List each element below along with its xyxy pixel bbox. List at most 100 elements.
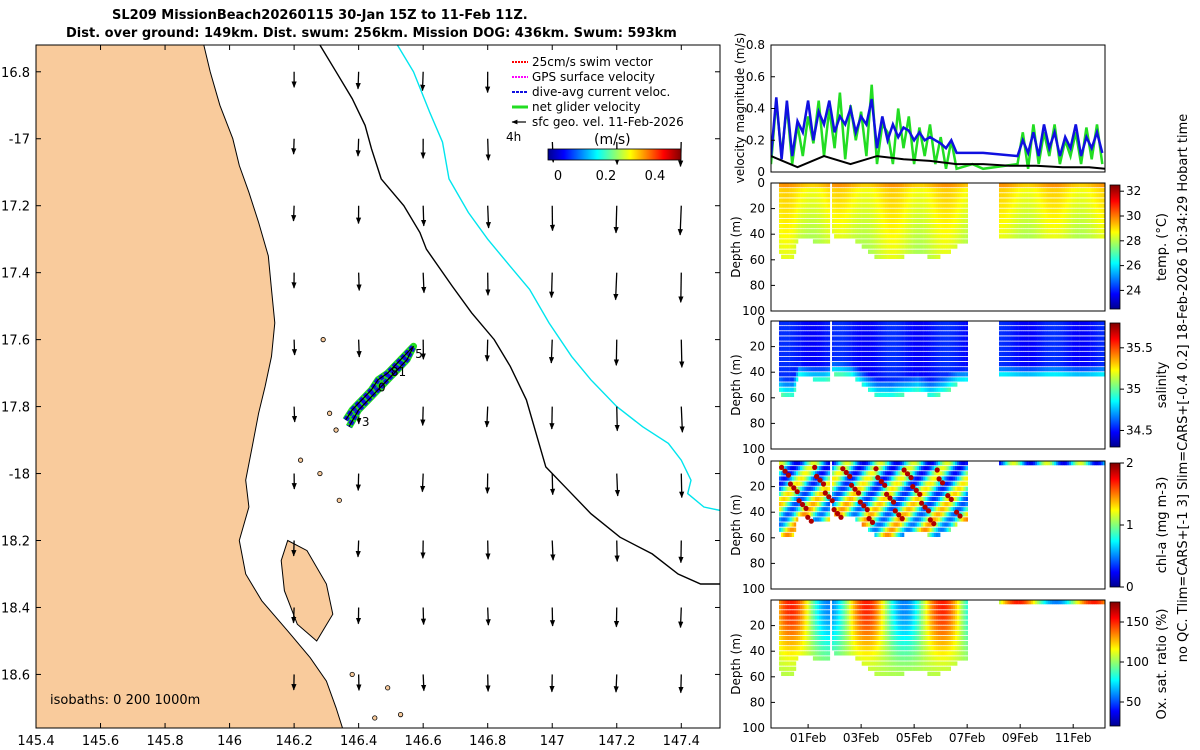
section-cell	[781, 605, 784, 610]
section-cell	[1102, 326, 1105, 331]
section-cell	[1005, 234, 1008, 239]
section-cell	[906, 234, 909, 239]
section-cell	[895, 377, 898, 382]
section-cell	[948, 517, 951, 522]
section-cell	[1062, 331, 1065, 336]
section-cell	[1077, 183, 1080, 188]
section-cell	[895, 346, 898, 351]
section-cell	[933, 471, 937, 476]
section-cell	[904, 486, 907, 491]
section-cell	[785, 656, 788, 661]
section-cell	[965, 218, 968, 224]
section-cell	[1096, 367, 1099, 372]
section-cell	[1024, 224, 1027, 229]
section-cell	[885, 512, 888, 517]
section-cell	[925, 203, 928, 208]
section-cell	[1001, 188, 1004, 193]
mainland	[36, 45, 344, 728]
section-cell	[1024, 188, 1027, 193]
section-cell	[918, 507, 922, 512]
section-cell	[1066, 224, 1070, 229]
section-cell	[1018, 188, 1021, 193]
section-cell	[908, 461, 911, 466]
section-cell	[899, 377, 903, 382]
section-cell	[804, 481, 807, 486]
section-cell	[950, 491, 954, 496]
section-cell	[1088, 213, 1091, 218]
section-cell	[836, 208, 839, 213]
section-cell	[895, 249, 898, 254]
section-cell	[865, 346, 869, 351]
section-cell	[1081, 208, 1085, 213]
section-cell	[885, 476, 888, 481]
section-cell	[878, 491, 881, 496]
section-cell	[791, 491, 795, 496]
section-cell	[887, 229, 890, 234]
velocity-panel: 00.20.40.60.8 velocity magnitude (m/s)	[733, 33, 1106, 183]
section-cell	[1085, 208, 1089, 213]
section-cell	[874, 502, 877, 507]
section-cell	[825, 486, 828, 491]
section-cell	[929, 213, 932, 218]
section-cell	[812, 198, 816, 203]
section-cell	[999, 372, 1002, 377]
section-cell	[851, 213, 854, 218]
section-cell	[1054, 362, 1057, 367]
section-cell	[955, 476, 958, 481]
section-cell	[785, 496, 788, 502]
section-cell	[1062, 218, 1065, 224]
section-cell	[910, 321, 913, 326]
section-cell	[855, 336, 858, 341]
section-cell	[946, 188, 949, 193]
section-cell	[1035, 372, 1038, 377]
section-cell	[1045, 218, 1048, 224]
section-cell	[955, 372, 958, 377]
section-cell	[870, 331, 873, 336]
section-cell	[901, 502, 905, 507]
section-cell	[914, 507, 918, 512]
section-cell	[1037, 234, 1040, 239]
section-cell	[1045, 229, 1048, 234]
section-cell	[891, 218, 894, 224]
section-cell	[965, 239, 968, 244]
section-cell	[838, 496, 841, 502]
section-cell	[885, 466, 888, 471]
section-cell	[781, 234, 784, 239]
velocity-ytick-label: 0.2	[746, 133, 765, 147]
section-cell	[859, 512, 862, 517]
section-cell	[787, 635, 790, 641]
section-cell	[800, 481, 803, 486]
section-cell	[1001, 336, 1004, 341]
section-cell	[923, 213, 926, 218]
section-cell	[946, 229, 949, 234]
section-cell	[848, 198, 852, 203]
section-cell	[1073, 362, 1076, 367]
section-cell	[876, 367, 879, 372]
section-cell	[933, 244, 937, 249]
section-cell	[878, 341, 881, 346]
section-cell	[815, 461, 818, 466]
section-cell	[872, 461, 875, 466]
section-cell	[1003, 372, 1006, 377]
section-cell	[1001, 218, 1004, 224]
section-cell	[851, 218, 854, 224]
section-cell	[836, 183, 839, 188]
section-cell	[1026, 356, 1029, 362]
section-cell	[927, 491, 930, 496]
section-cell	[1013, 229, 1017, 234]
section-cell	[921, 356, 924, 362]
section-cell	[874, 491, 877, 496]
section-cell	[844, 356, 848, 362]
section-cell	[851, 321, 854, 326]
section-cell	[916, 336, 920, 341]
section-cell	[802, 466, 805, 471]
map-xtick-label: 146.6	[405, 734, 442, 749]
section-cell	[944, 512, 947, 517]
section-cell	[950, 244, 954, 249]
section-cell	[923, 239, 926, 244]
section-cell	[1098, 229, 1101, 234]
section-cell	[891, 496, 894, 502]
section-cell	[952, 331, 956, 336]
section-cell	[950, 234, 954, 239]
chl-high-dot	[917, 491, 923, 497]
